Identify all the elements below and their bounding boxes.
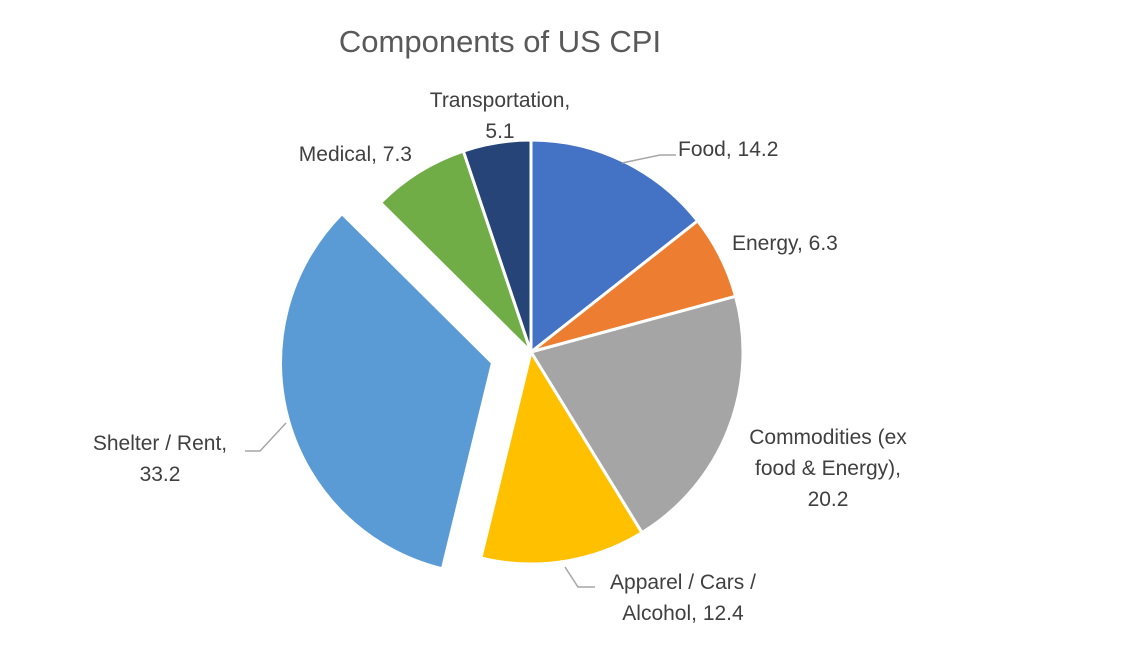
pie-slice-commodities-ex-food-energy	[529, 294, 745, 535]
data-label-line: 20.2	[808, 488, 849, 511]
data-label-line: Commodities (ex	[749, 426, 907, 449]
data-label-energy: Energy, 6.3	[732, 232, 838, 255]
leader-line-food	[621, 154, 676, 164]
data-label-food: Food, 14.2	[678, 138, 778, 161]
pie-slice-apparel-cars-alcohol	[479, 350, 644, 566]
data-label-line: 5.1	[485, 120, 514, 143]
data-label-line: food & Energy),	[755, 457, 901, 480]
data-label-line: 33.2	[140, 463, 181, 486]
data-label-line: Food, 14.2	[678, 138, 778, 161]
data-label-apparel-cars-alcohol: Apparel / Cars / Alcohol, 12.4	[610, 571, 756, 625]
data-label-commodities-ex-food-energy: Commodities (ex food & Energy), 20.2	[749, 426, 907, 511]
leader-line-apparel-cars-alcohol	[564, 566, 595, 588]
data-label-line: Alcohol, 12.4	[622, 602, 744, 625]
data-label-line: Apparel / Cars /	[610, 571, 756, 594]
data-label-line: Shelter / Rent,	[93, 432, 227, 455]
pie-slice-transportation	[461, 138, 533, 354]
data-label-line: Energy, 6.3	[732, 232, 838, 255]
pie-slice-food	[529, 138, 700, 354]
data-label-shelter-rent: Shelter / Rent, 33.2	[93, 432, 227, 486]
data-label-line: Medical, 7.3	[299, 143, 412, 166]
pie-slice-medical	[379, 149, 533, 354]
chart-title: Components of US CPI	[338, 24, 662, 59]
data-label-medical: Medical, 7.3	[299, 143, 412, 166]
data-label-transportation: Transportation, 5.1	[430, 89, 570, 143]
pie-slice-shelter-rent	[279, 212, 495, 571]
leader-line-shelter-rent	[245, 422, 287, 452]
data-label-line: Transportation,	[430, 89, 570, 112]
